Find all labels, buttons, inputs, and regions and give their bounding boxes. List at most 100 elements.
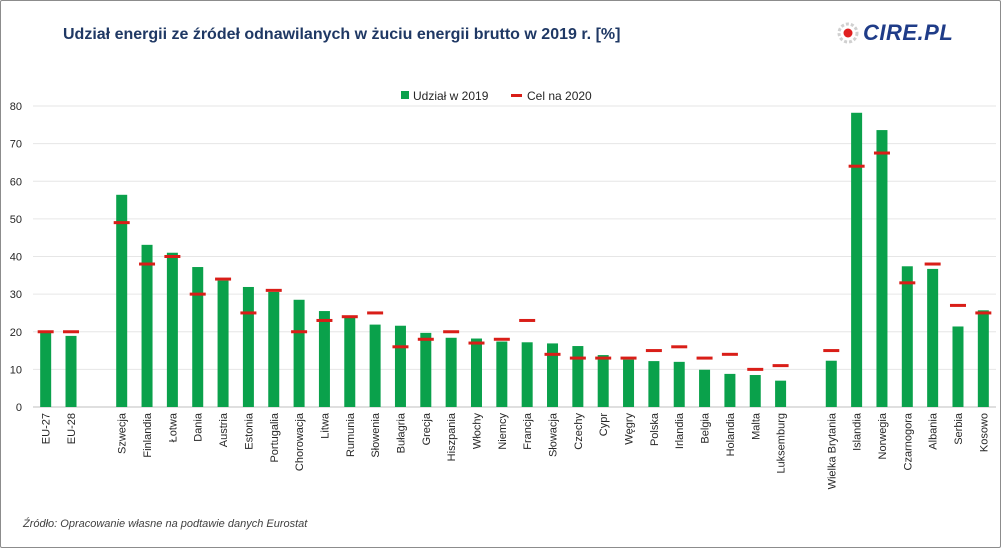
y-tick-label: 60 bbox=[10, 176, 22, 188]
target-marker bbox=[823, 349, 840, 353]
x-tick-label: Finlandia bbox=[142, 412, 154, 458]
bar bbox=[445, 337, 457, 407]
x-tick-label: Serbia bbox=[953, 412, 965, 445]
x-tick-label: Polska bbox=[649, 412, 661, 446]
bar bbox=[496, 341, 508, 407]
bar bbox=[952, 326, 964, 407]
x-tick-label: Szwecja bbox=[117, 412, 129, 454]
bar bbox=[977, 310, 989, 407]
x-tick-label: Islandia bbox=[852, 412, 864, 451]
target-marker bbox=[493, 337, 510, 341]
bar bbox=[927, 268, 939, 407]
bar bbox=[344, 315, 356, 407]
bar bbox=[521, 342, 533, 407]
chart-title: Udział energii ze źródeł odnawilanych w … bbox=[63, 26, 621, 43]
y-tick-label: 40 bbox=[10, 252, 22, 264]
y-tick-label: 50 bbox=[10, 214, 22, 226]
bar bbox=[699, 369, 711, 407]
y-tick-label: 80 bbox=[10, 101, 22, 113]
bar bbox=[318, 311, 330, 407]
bar bbox=[268, 291, 280, 407]
x-tick-label: Francja bbox=[522, 412, 534, 450]
bar bbox=[851, 112, 863, 408]
x-tick-label: Czarnogora bbox=[902, 412, 914, 470]
bar bbox=[825, 360, 837, 407]
x-tick-label: Słowenia bbox=[370, 412, 382, 458]
target-marker bbox=[747, 367, 764, 371]
target-marker bbox=[595, 356, 612, 360]
target-marker bbox=[240, 311, 257, 315]
x-tick-label: Holandia bbox=[725, 412, 737, 456]
bar bbox=[547, 343, 559, 407]
cire-logo: CIRE.PL bbox=[837, 20, 953, 46]
bar bbox=[166, 252, 178, 407]
y-tick-label: 0 bbox=[16, 402, 22, 414]
target-marker bbox=[671, 345, 688, 349]
bar bbox=[876, 130, 888, 407]
x-tick-label: Cypr bbox=[598, 413, 610, 437]
target-marker bbox=[899, 281, 916, 285]
bar bbox=[40, 332, 52, 407]
x-tick-label: Estonia bbox=[243, 412, 255, 450]
target-marker bbox=[975, 311, 992, 315]
x-tick-label: Czechy bbox=[573, 413, 585, 450]
legend-bar-swatch bbox=[401, 91, 409, 99]
bar bbox=[775, 380, 787, 407]
x-tick-label: Słowacja bbox=[548, 412, 560, 457]
x-tick-label: Norwegia bbox=[877, 412, 889, 459]
target-marker bbox=[848, 164, 865, 168]
bar bbox=[420, 332, 432, 407]
bar bbox=[749, 375, 761, 407]
x-tick-label: Belgia bbox=[700, 412, 712, 443]
bar bbox=[901, 266, 913, 407]
x-tick-label: Rumunia bbox=[345, 412, 357, 457]
x-tick-label: Austria bbox=[218, 412, 230, 447]
x-tick-label: Wielka Brytania bbox=[826, 412, 838, 489]
target-marker bbox=[696, 356, 713, 360]
x-tick-label: EU-28 bbox=[66, 413, 78, 444]
target-marker bbox=[772, 364, 789, 368]
target-marker bbox=[443, 330, 460, 334]
x-tick-label: Luksemburg bbox=[776, 413, 788, 474]
target-marker bbox=[519, 318, 536, 322]
bar bbox=[217, 280, 229, 407]
logo-mark-icon bbox=[837, 22, 859, 44]
x-tick-label: Węgry bbox=[624, 413, 636, 445]
bar bbox=[648, 361, 660, 407]
target-marker bbox=[341, 315, 358, 319]
target-marker bbox=[569, 356, 586, 360]
target-marker bbox=[544, 352, 561, 356]
target-marker bbox=[265, 288, 282, 292]
x-tick-label: Kosowo bbox=[978, 413, 990, 452]
x-tick-label: Litwa bbox=[319, 412, 331, 439]
bar bbox=[597, 355, 609, 407]
source-note: Źródło: Opracowanie własne na podtawie d… bbox=[23, 518, 308, 530]
x-tick-label: EU-27 bbox=[41, 413, 53, 444]
target-marker bbox=[291, 330, 308, 334]
x-tick-label: Malta bbox=[750, 412, 762, 440]
y-tick-label: 30 bbox=[10, 289, 22, 301]
target-marker bbox=[873, 151, 890, 155]
target-marker bbox=[113, 221, 130, 225]
bar bbox=[65, 335, 77, 407]
target-marker bbox=[392, 345, 409, 349]
target-marker bbox=[63, 330, 80, 334]
target-marker bbox=[215, 277, 232, 281]
target-marker bbox=[721, 352, 738, 356]
target-marker bbox=[949, 303, 966, 307]
x-tick-label: Łotwa bbox=[167, 412, 179, 442]
bar bbox=[242, 286, 254, 407]
y-tick-label: 20 bbox=[10, 327, 22, 339]
x-tick-label: Hiszpania bbox=[446, 412, 458, 461]
legend-label-bar: Udział w 2019 bbox=[413, 89, 489, 103]
legend-label-target: Cel na 2020 bbox=[527, 89, 592, 103]
target-marker bbox=[620, 356, 637, 360]
bar bbox=[141, 244, 153, 407]
y-tick-label: 70 bbox=[10, 139, 22, 151]
bar bbox=[192, 267, 204, 407]
x-tick-label: Włochy bbox=[471, 413, 483, 450]
bar bbox=[724, 373, 736, 407]
x-tick-label: Portugalia bbox=[269, 412, 281, 462]
